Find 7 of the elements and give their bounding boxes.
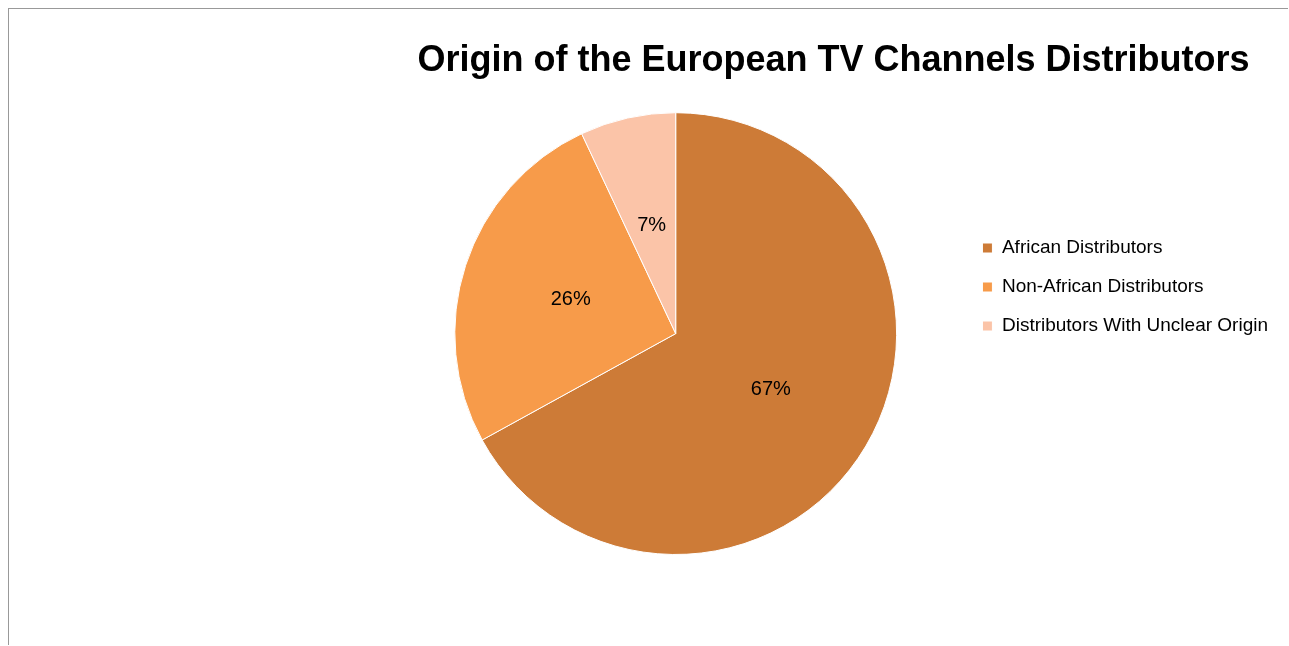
legend-label: Distributors With Unclear Origin	[1001, 314, 1269, 336]
chart-title: Origin of the European TV Channels Distributors	[417, 37, 1250, 79]
legend-label: African Distributors	[1001, 236, 1163, 258]
data-label: 7%	[637, 213, 667, 236]
data-label: 26%	[550, 286, 591, 309]
legend-label: Non-African Distributors	[1001, 275, 1204, 297]
data-label: 67%	[750, 377, 792, 400]
